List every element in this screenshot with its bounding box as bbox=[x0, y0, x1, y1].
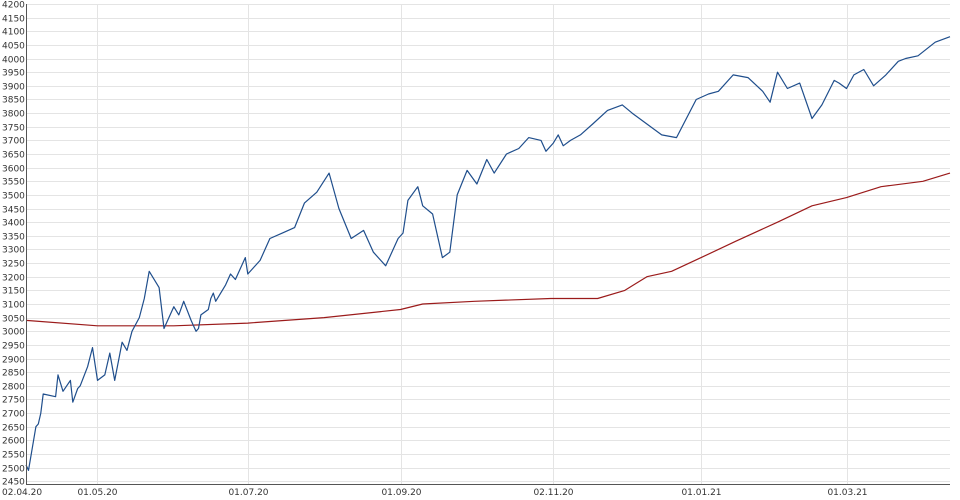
y-tick-label: 3800 bbox=[2, 110, 25, 120]
y-tick-label: 3350 bbox=[2, 233, 25, 243]
y-tick-label: 2700 bbox=[2, 410, 25, 420]
y-tick-label: 3500 bbox=[2, 192, 25, 202]
y-tick-label: 3550 bbox=[2, 178, 25, 188]
y-tick-label: 3950 bbox=[2, 69, 25, 79]
y-tick-label: 4100 bbox=[2, 28, 25, 38]
x-tick-label: 01.01.21 bbox=[681, 488, 721, 498]
x-tick-label: 01.07.20 bbox=[228, 488, 268, 498]
y-tick-label: 3600 bbox=[2, 165, 25, 175]
y-tick-label: 2900 bbox=[2, 356, 25, 366]
y-tick-label: 4200 bbox=[2, 1, 25, 11]
series-line-moving-average bbox=[25, 172, 951, 327]
y-tick-labels: 2450 2500 2550 2600 2650 2700 2750 2800 2850 2900… bbox=[2, 1, 25, 488]
series-layer bbox=[25, 36, 951, 471]
y-tick-label: 3850 bbox=[2, 96, 25, 106]
series-line-price bbox=[25, 36, 951, 471]
x-tick-label: 02.11.20 bbox=[533, 488, 573, 498]
y-tick-label: 3200 bbox=[2, 274, 25, 284]
y-tick-label: 3250 bbox=[2, 260, 25, 270]
y-tick-label: 2450 bbox=[2, 478, 25, 488]
y-tick-label: 4000 bbox=[2, 56, 25, 66]
y-tick-label: 3700 bbox=[2, 137, 25, 147]
y-tick-label: 2600 bbox=[2, 437, 25, 447]
y-tick-label: 2500 bbox=[2, 465, 25, 475]
x-tick-label: 02.04.20 bbox=[2, 488, 42, 498]
y-tick-label: 3300 bbox=[2, 246, 25, 256]
x-tick-label: 01.09.20 bbox=[381, 488, 421, 498]
y-tick-label: 2800 bbox=[2, 383, 25, 393]
y-tick-label: 3400 bbox=[2, 219, 25, 229]
y-tick-label: 3900 bbox=[2, 83, 25, 93]
y-tick-label: 3450 bbox=[2, 206, 25, 216]
y-gridlines bbox=[26, 4, 950, 482]
x-tick-labels: 02.04.20 01.05.20 01.07.20 01.09.20 02.11.20… bbox=[2, 488, 868, 498]
y-tick-label: 2950 bbox=[2, 342, 25, 352]
y-tick-label: 2850 bbox=[2, 369, 25, 379]
x-gridlines bbox=[26, 4, 848, 484]
y-tick-label: 2550 bbox=[2, 451, 25, 461]
y-tick-label: 4150 bbox=[2, 15, 25, 25]
x-tick-label: 01.03.21 bbox=[827, 488, 867, 498]
y-tick-label: 2750 bbox=[2, 396, 25, 406]
y-tick-label: 3150 bbox=[2, 287, 25, 297]
y-tick-label: 3100 bbox=[2, 301, 25, 311]
y-tick-label: 2650 bbox=[2, 424, 25, 434]
y-tick-label: 3050 bbox=[2, 315, 25, 325]
y-tick-label: 3000 bbox=[2, 328, 25, 338]
y-tick-label: 3750 bbox=[2, 124, 25, 134]
y-tick-label: 4050 bbox=[2, 42, 25, 52]
x-tick-label: 01.05.20 bbox=[77, 488, 117, 498]
y-tick-label: 3650 bbox=[2, 151, 25, 161]
